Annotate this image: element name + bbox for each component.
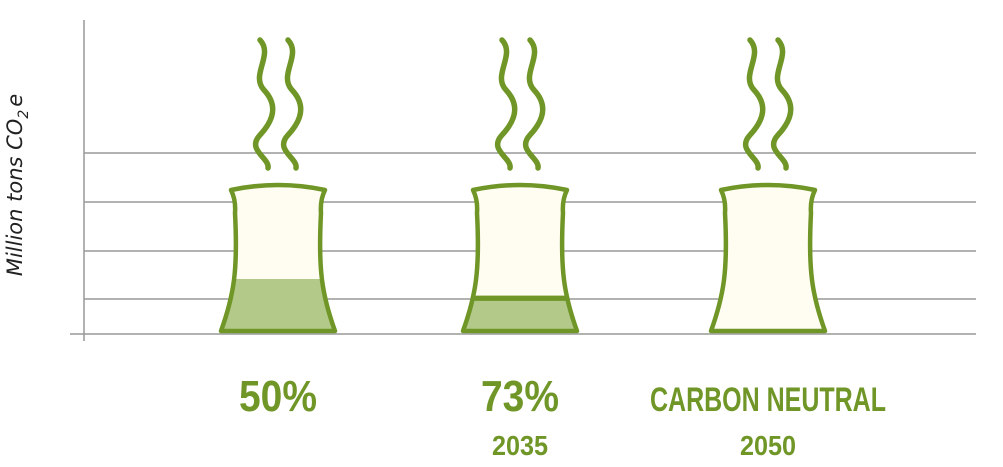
- category-label: CARBON NEUTRAL: [650, 381, 886, 419]
- tower-body: [463, 185, 577, 331]
- category-label: 50%: [239, 372, 317, 421]
- cooling-tower-icon: [708, 37, 828, 334]
- bar-segment: [463, 300, 577, 331]
- year-label: 2035: [492, 430, 548, 461]
- cooling-tower-icon: [460, 37, 580, 334]
- bar-segment: [221, 278, 335, 331]
- tower-outline: [460, 182, 580, 334]
- steam-icon: [494, 37, 546, 171]
- tower-body: [711, 185, 825, 331]
- steam-icon: [252, 37, 304, 171]
- cooling-tower-icon: [218, 37, 338, 334]
- y-axis-label-subscript: 2: [16, 110, 32, 119]
- year-label: 2050: [740, 430, 796, 461]
- tower-outline: [708, 182, 828, 334]
- tower-outline: [218, 182, 338, 334]
- category-label: 73%: [481, 372, 559, 421]
- y-axis-label: Million tons CO2e: [3, 94, 32, 276]
- steam-icon: [742, 37, 794, 171]
